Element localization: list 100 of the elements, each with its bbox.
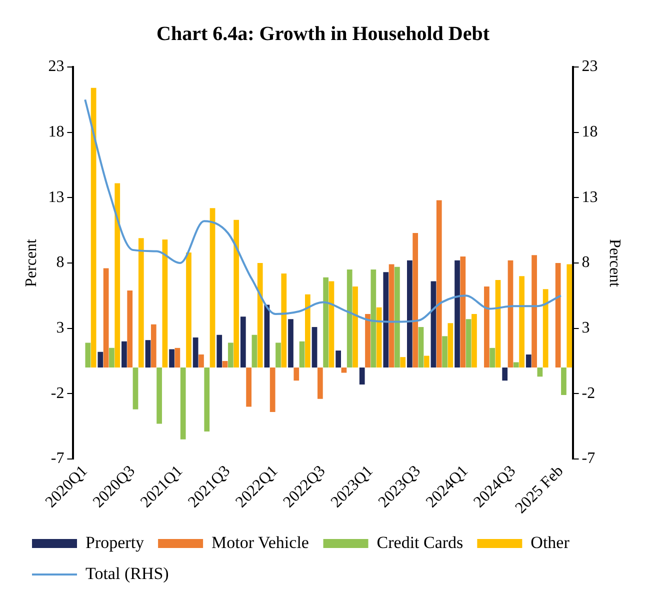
bar [132, 368, 138, 410]
bar [472, 314, 477, 368]
bar [90, 88, 96, 368]
bar [299, 341, 305, 368]
y-tick-label: 18 [48, 124, 64, 141]
bar [454, 260, 460, 368]
bar [138, 238, 144, 368]
y2-tick-label: 3 [582, 320, 590, 337]
bar [288, 319, 294, 368]
bar [156, 368, 162, 424]
bar [365, 314, 370, 368]
bar [186, 252, 192, 368]
bar [246, 368, 252, 407]
y2-tick-label: 8 [582, 254, 590, 272]
bar [370, 270, 376, 368]
bar [109, 348, 114, 368]
bar [281, 273, 287, 368]
bar [103, 268, 109, 368]
bar [394, 266, 400, 368]
bar [240, 316, 246, 368]
bar [359, 368, 365, 385]
bar [418, 327, 424, 368]
y-tick-label: -2 [50, 384, 64, 402]
bar [85, 342, 91, 368]
y-tick-label: 13 [48, 188, 64, 206]
bar [495, 280, 501, 368]
legend-label: Other [530, 532, 570, 552]
bar [532, 255, 537, 368]
bar [234, 220, 239, 368]
y2-tick-label: 13 [582, 188, 598, 206]
bar [566, 264, 572, 368]
bar [407, 260, 412, 368]
bar [466, 319, 472, 368]
bar [228, 342, 234, 368]
bar [448, 323, 454, 368]
bar [460, 256, 466, 368]
bar [346, 270, 352, 368]
bar [257, 263, 263, 368]
bar [484, 286, 490, 368]
bar [430, 281, 436, 368]
bar [328, 281, 334, 368]
bar [336, 350, 341, 368]
y2-axis-title: Percent [606, 239, 624, 288]
bar [98, 352, 104, 368]
y2-tick-label: -7 [582, 450, 596, 468]
bar [192, 337, 198, 368]
bar [376, 307, 382, 368]
legend-label: Credit Cards [376, 532, 464, 552]
bar [216, 334, 222, 368]
bar [323, 277, 329, 368]
bar [222, 361, 228, 368]
chart-title: Chart 6.4a: Growth in Household Debt [156, 23, 490, 46]
bar [180, 368, 186, 440]
bar [127, 290, 133, 368]
bar [169, 349, 174, 368]
y-tick-label: -7 [50, 450, 64, 468]
bar [252, 334, 258, 368]
bar [508, 260, 514, 368]
bar [388, 264, 394, 368]
bar [542, 289, 548, 368]
y-tick-label: 3 [56, 320, 64, 337]
bar [270, 368, 276, 412]
bar [352, 286, 358, 368]
y-tick-label: 8 [56, 254, 64, 272]
bar [210, 208, 216, 368]
bar [114, 183, 120, 368]
line-series [84, 98, 562, 323]
bar [317, 368, 323, 399]
bar [204, 368, 210, 432]
bar [174, 348, 180, 368]
y-axis-title: Percent [22, 238, 40, 287]
bar [400, 357, 406, 368]
bar [383, 272, 389, 368]
y-tick-label: 23 [48, 58, 64, 76]
bar [490, 348, 496, 368]
bar [519, 276, 524, 368]
bar [162, 239, 168, 368]
bar [537, 368, 543, 377]
y2-tick-label: -2 [582, 384, 596, 402]
bar [442, 336, 448, 368]
bar [122, 341, 127, 368]
bar [436, 200, 442, 368]
legend-label: Total (RHS) [86, 564, 169, 583]
bar [305, 294, 310, 368]
bar [145, 340, 151, 368]
bar [502, 368, 508, 381]
bar [276, 342, 281, 368]
y2-tick-label: 18 [582, 124, 598, 141]
bar [341, 368, 347, 373]
bar [294, 368, 300, 381]
y2-tick-label: 23 [582, 58, 598, 76]
bar [150, 324, 156, 368]
bar [198, 354, 204, 368]
bar [513, 362, 519, 368]
bar [312, 327, 318, 368]
bar [555, 263, 561, 368]
legend-label: Motor Vehicle [212, 532, 309, 552]
legend-label: Property [86, 532, 145, 552]
bar [526, 354, 532, 368]
bar [561, 368, 566, 395]
